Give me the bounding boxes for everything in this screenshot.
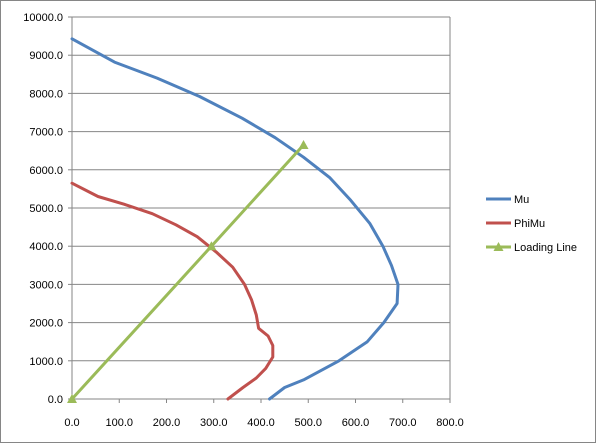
series-loading-line-point bbox=[298, 139, 309, 149]
y-tick-label: 7000.0 bbox=[29, 127, 63, 139]
gridlines bbox=[72, 16, 450, 362]
x-tick-label: 300.0 bbox=[200, 417, 228, 429]
y-tick-label: 10000.0 bbox=[23, 12, 63, 24]
legend-label-loading-line: Loading Line bbox=[514, 242, 577, 254]
x-tick-label: 800.0 bbox=[436, 417, 464, 429]
y-tick-label: 2000.0 bbox=[29, 318, 63, 330]
x-tick-label: 0.0 bbox=[64, 417, 79, 429]
series-loading-line-point bbox=[67, 394, 77, 403]
legend-label-phimu: PhiMu bbox=[514, 218, 545, 230]
series-layer bbox=[67, 37, 400, 403]
series-loading-line-point bbox=[206, 241, 217, 251]
y-tick-label: 6000.0 bbox=[29, 165, 63, 177]
y-tick-label: 4000.0 bbox=[29, 241, 63, 253]
x-tick-label: 700.0 bbox=[389, 417, 417, 429]
y-tick-label: 1000.0 bbox=[29, 356, 63, 368]
x-tick-label: 400.0 bbox=[247, 417, 275, 429]
y-tick-label: 3000.0 bbox=[29, 279, 63, 291]
x-tick-label: 500.0 bbox=[294, 417, 322, 429]
legend: Mu PhiMu Loading Line bbox=[486, 194, 577, 254]
y-tick-label: 8000.0 bbox=[29, 88, 63, 100]
x-tick-label: 100.0 bbox=[105, 417, 133, 429]
series-phimu-line bbox=[70, 181, 275, 401]
legend-marker-loading-line bbox=[493, 242, 504, 251]
series-mu-line bbox=[70, 37, 400, 401]
y-tick-label: 0.0 bbox=[48, 394, 63, 406]
y-tick-label: 9000.0 bbox=[29, 50, 63, 62]
axes: 0.0 1000.0 2000.0 3000.0 4000.0 5000.0 6000.0 7… bbox=[23, 12, 464, 429]
y-tick-label: 5000.0 bbox=[29, 203, 63, 215]
x-tick-label: 600.0 bbox=[342, 417, 370, 429]
x-tick-label: 200.0 bbox=[153, 417, 181, 429]
legend-label-mu: Mu bbox=[514, 194, 529, 206]
